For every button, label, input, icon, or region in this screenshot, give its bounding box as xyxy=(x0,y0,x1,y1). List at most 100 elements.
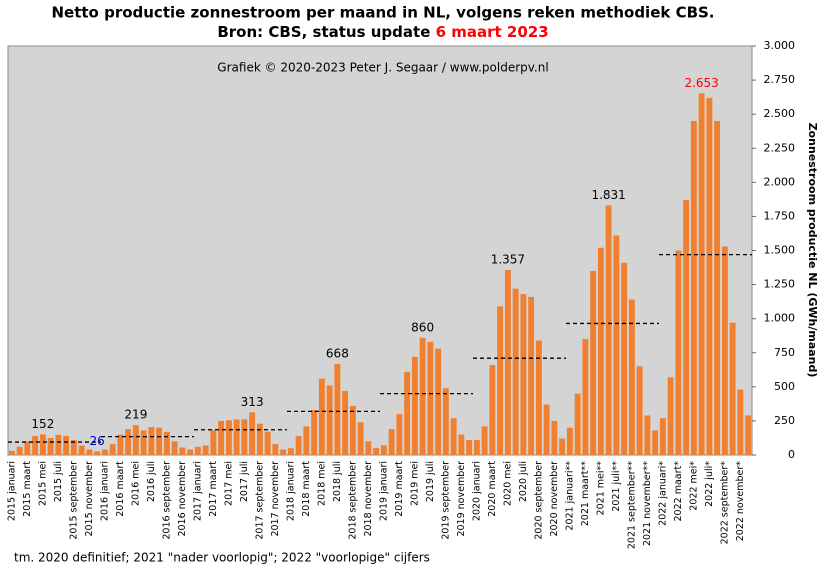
x-tick-label: 2022 mei* xyxy=(688,461,699,511)
bar xyxy=(652,430,659,455)
bar xyxy=(535,340,542,455)
value-label: 2.653 xyxy=(684,76,718,90)
x-tick-label: 2019 januari xyxy=(378,461,389,521)
x-tick-label: 2021 juli** xyxy=(611,461,622,512)
bar xyxy=(427,341,434,455)
bar xyxy=(194,446,201,455)
bar xyxy=(156,427,163,455)
bar xyxy=(32,435,39,455)
bar xyxy=(272,444,279,455)
x-tick-label: 2020 mei xyxy=(502,461,513,506)
bar xyxy=(334,363,341,455)
x-tick-label: 2021 mei** xyxy=(595,461,606,516)
x-tick-label: 2015 januari xyxy=(6,461,17,521)
bar xyxy=(458,434,465,455)
chart-title: Netto productie zonnestroom per maand in… xyxy=(51,4,714,22)
value-label: 26 xyxy=(89,434,104,448)
x-tick-label: 2016 november xyxy=(177,461,188,537)
x-tick-label: 2022 maart* xyxy=(673,461,684,522)
bar xyxy=(86,449,93,455)
bar xyxy=(628,299,635,455)
x-tick-label: 2020 maart xyxy=(487,461,498,517)
bar xyxy=(303,426,310,455)
bar xyxy=(16,446,23,455)
y-tick-label: 3.000 xyxy=(764,39,796,52)
value-label: 313 xyxy=(241,395,264,409)
bar xyxy=(349,405,356,455)
x-tick-label: 2020 september xyxy=(533,461,544,540)
bar xyxy=(24,441,31,455)
bar xyxy=(264,431,271,455)
bar xyxy=(132,425,139,455)
x-tick-label: 2019 maart xyxy=(394,461,405,517)
title-date: 6 maart 2023 xyxy=(436,23,549,41)
x-tick-label: 2016 maart xyxy=(115,461,126,517)
x-tick-label: 2019 juli xyxy=(425,461,436,502)
y-tick-label: 750 xyxy=(774,346,795,359)
bar xyxy=(318,378,325,455)
x-tick-label: 2019 september xyxy=(440,461,451,540)
bar xyxy=(225,420,232,455)
bar xyxy=(450,418,457,455)
bar xyxy=(94,451,101,455)
bar xyxy=(280,449,287,455)
bar xyxy=(39,434,46,455)
bar xyxy=(435,348,442,455)
bar xyxy=(466,440,473,455)
y-tick-label: 2.250 xyxy=(764,141,796,154)
bar xyxy=(63,435,70,455)
bar xyxy=(125,429,132,455)
x-tick-label: 2022 november* xyxy=(735,461,746,542)
bar xyxy=(70,440,77,455)
y-tick-label: 250 xyxy=(774,414,795,427)
x-tick-label: 2020 november xyxy=(549,461,560,537)
x-tick-label: 2021 maart** xyxy=(580,461,591,526)
bar xyxy=(605,205,612,455)
bar xyxy=(706,97,713,455)
x-tick-label: 2016 mei xyxy=(130,461,141,506)
value-label: 860 xyxy=(411,320,434,334)
bar xyxy=(373,448,380,455)
bar xyxy=(597,247,604,455)
x-tick-label: 2016 januari xyxy=(99,461,110,521)
plot-area xyxy=(7,45,753,456)
x-tick-label: 2018 november xyxy=(363,461,374,537)
y-tick-label: 0 xyxy=(788,448,795,461)
bar xyxy=(512,288,519,455)
bar xyxy=(256,423,263,455)
bar xyxy=(690,120,697,455)
x-tick-label: 2017 september xyxy=(254,461,265,540)
x-tick-label: 2022 januari* xyxy=(657,461,668,526)
bar xyxy=(101,449,108,455)
bar xyxy=(404,371,411,455)
value-label: 668 xyxy=(326,346,349,360)
value-label: 1.357 xyxy=(491,252,525,266)
y-tick-label: 1.750 xyxy=(764,209,796,222)
bar xyxy=(8,450,15,455)
value-label: 219 xyxy=(124,408,147,422)
bar xyxy=(419,337,426,455)
bar xyxy=(473,440,480,455)
x-tick-label: 2015 mei xyxy=(37,461,48,506)
bar xyxy=(295,435,302,455)
x-tick-label: 2020 juli xyxy=(518,461,529,502)
x-tick-label: 2015 november xyxy=(84,461,95,537)
bar xyxy=(566,427,573,455)
y-tick-label: 2.000 xyxy=(764,175,796,188)
x-tick-label: 2018 maart xyxy=(301,461,312,517)
x-tick-label: 2019 mei xyxy=(409,461,420,506)
bar xyxy=(287,448,294,455)
bar xyxy=(543,404,550,455)
bar xyxy=(559,438,566,455)
bar xyxy=(659,418,666,455)
bar xyxy=(140,430,147,455)
bar xyxy=(675,250,682,455)
bar xyxy=(737,389,744,455)
bar xyxy=(109,444,116,455)
bar xyxy=(721,246,728,455)
bar xyxy=(388,429,395,455)
bar xyxy=(249,412,256,455)
value-label: 1.831 xyxy=(591,188,625,202)
x-tick-label: 2018 januari xyxy=(285,461,296,521)
